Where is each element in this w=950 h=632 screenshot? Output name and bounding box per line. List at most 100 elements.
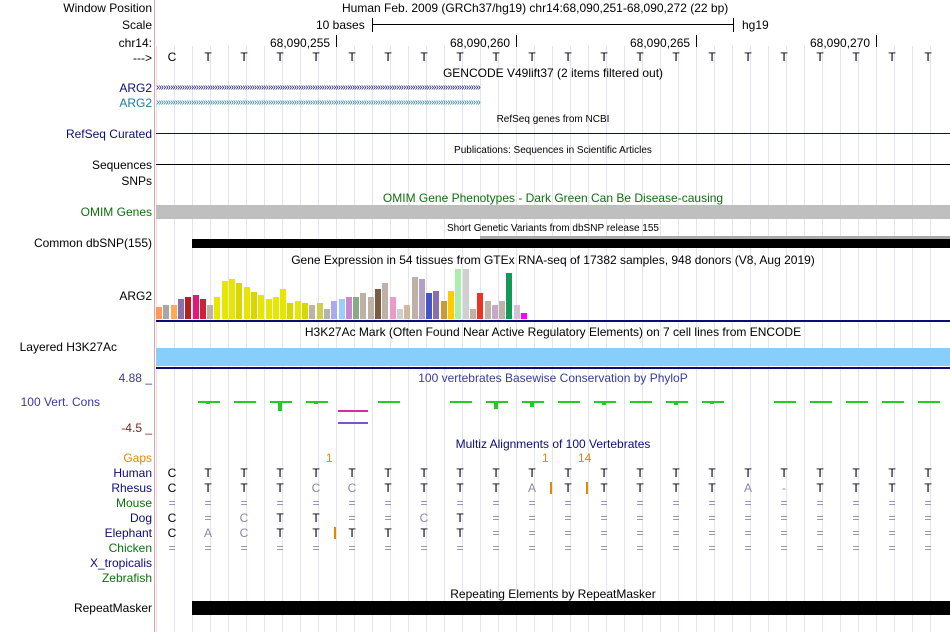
gtex-tissue-bar[interactable] bbox=[309, 305, 316, 319]
reference-base: T bbox=[708, 50, 716, 64]
gtex-tissue-bar[interactable] bbox=[163, 305, 170, 319]
gtex-tissue-bar[interactable] bbox=[192, 295, 199, 319]
gridline bbox=[516, 46, 517, 632]
gtex-tissue-bar[interactable] bbox=[177, 299, 184, 319]
gtex-tissue-bar[interactable] bbox=[250, 292, 257, 319]
alignment-base: T bbox=[708, 466, 716, 480]
gtex-tissue-bar[interactable] bbox=[265, 299, 272, 319]
gtex-tissue-bar[interactable] bbox=[221, 281, 228, 319]
gtex-tissue-bar[interactable] bbox=[491, 305, 498, 319]
gtex-tissue-bar[interactable] bbox=[302, 303, 308, 319]
repeatmasker-track-label[interactable]: RepeatMasker bbox=[73, 601, 152, 615]
gtex-tissue-bar[interactable] bbox=[338, 299, 345, 319]
phylop-conservation-plot[interactable] bbox=[156, 395, 950, 425]
refseq-track-label[interactable]: RefSeq Curated bbox=[65, 127, 152, 141]
gtex-tissue-bar[interactable] bbox=[382, 283, 389, 319]
alignment-base: = bbox=[780, 511, 788, 525]
gtex-tissue-bar[interactable] bbox=[156, 307, 162, 319]
gtex-tissue-bar[interactable] bbox=[316, 303, 323, 319]
gtex-tissue-bar[interactable] bbox=[272, 297, 279, 319]
gencode-transcript-2[interactable]: ››››››››››››››››››››››››››››››››››››››››… bbox=[156, 97, 481, 108]
gtex-tissue-bar[interactable] bbox=[375, 289, 381, 319]
alignment-base: = bbox=[384, 496, 392, 510]
gtex-tissue-bar[interactable] bbox=[280, 289, 287, 319]
gridline bbox=[822, 46, 823, 632]
h3k27ac-signal[interactable] bbox=[156, 348, 950, 366]
gtex-tissue-bar[interactable] bbox=[404, 305, 411, 319]
track-data-area[interactable]: Human Feb. 2009 (GRCh37/hg19) chr14:68,0… bbox=[156, 0, 950, 632]
alignment-base: T bbox=[384, 466, 392, 480]
gridline bbox=[282, 46, 283, 632]
insertion-marker bbox=[334, 527, 336, 539]
dbsnp-track-label[interactable]: Common dbSNP(155) bbox=[33, 236, 152, 250]
gtex-tissue-bar[interactable] bbox=[360, 293, 367, 319]
gtex-tissue-bar[interactable] bbox=[418, 279, 425, 319]
ruler-tick bbox=[876, 35, 877, 47]
refseq-gene-line[interactable] bbox=[156, 133, 950, 134]
gtex-tissue-bar[interactable] bbox=[199, 299, 206, 319]
gridline bbox=[858, 46, 859, 632]
gtex-tissue-bar[interactable] bbox=[484, 301, 491, 319]
alignment-base: T bbox=[816, 466, 824, 480]
gtex-tissue-bar[interactable] bbox=[287, 303, 294, 319]
gtex-tissue-bar[interactable] bbox=[455, 269, 462, 319]
reference-base: T bbox=[204, 50, 212, 64]
gtex-tissue-bar[interactable] bbox=[353, 297, 360, 319]
alignment-base: = bbox=[240, 541, 248, 555]
gtex-tissue-bar[interactable] bbox=[389, 297, 396, 319]
omim-gene-bar[interactable] bbox=[156, 205, 950, 219]
alignment-base: T bbox=[240, 481, 248, 495]
gtex-tissue-bar[interactable] bbox=[440, 301, 447, 319]
gtex-tissue-bar[interactable] bbox=[396, 309, 403, 319]
h3k27ac-track-label[interactable]: Layered H3K27Ac bbox=[19, 340, 117, 354]
gtex-tissue-bar[interactable] bbox=[236, 283, 243, 319]
gtex-tissue-bar[interactable] bbox=[258, 295, 265, 319]
reference-base: T bbox=[384, 50, 392, 64]
species-label-elephant: Elephant bbox=[104, 526, 152, 540]
gtex-tissue-bar[interactable] bbox=[229, 279, 235, 319]
gtex-tissue-bar[interactable] bbox=[433, 291, 440, 319]
gtex-tissue-bar[interactable] bbox=[243, 287, 250, 319]
gridline bbox=[498, 46, 499, 632]
gtex-tissue-bar[interactable] bbox=[214, 297, 221, 319]
gridline bbox=[372, 46, 373, 632]
gtex-tissue-bar[interactable] bbox=[448, 291, 454, 319]
gtex-expression-chart[interactable] bbox=[156, 268, 950, 319]
gencode-item-label-1[interactable]: ARG2 bbox=[119, 81, 152, 95]
sequences-track-label[interactable]: Sequences bbox=[91, 158, 152, 172]
snps-track-label[interactable]: SNPs bbox=[121, 174, 152, 188]
alignment-base: T bbox=[600, 466, 608, 480]
phylop-score-bar bbox=[638, 401, 642, 402]
phylop-score-bar bbox=[566, 401, 570, 403]
gtex-tissue-bar[interactable] bbox=[469, 309, 476, 319]
gtex-tissue-bar[interactable] bbox=[462, 269, 469, 319]
alignment-base: T bbox=[420, 481, 428, 495]
gtex-tissue-bar[interactable] bbox=[506, 273, 513, 319]
dbsnp-variant-bar[interactable] bbox=[192, 239, 950, 248]
omim-track-label[interactable]: OMIM Genes bbox=[80, 205, 152, 219]
gtex-tissue-bar[interactable] bbox=[499, 301, 506, 319]
gtex-tissue-bar[interactable] bbox=[207, 305, 214, 319]
gtex-tissue-bar[interactable] bbox=[367, 297, 374, 319]
gtex-tissue-bar[interactable] bbox=[294, 301, 301, 319]
alignment-base: = bbox=[636, 496, 644, 510]
gencode-transcript-1[interactable]: ››››››››››››››››››››››››››››››››››››››››… bbox=[156, 82, 481, 93]
repeatmasker-element-bar[interactable] bbox=[192, 601, 950, 615]
gtex-track-label[interactable]: ARG2 bbox=[119, 289, 152, 303]
gtex-tissue-bar[interactable] bbox=[331, 301, 338, 319]
gtex-tissue-bar[interactable] bbox=[185, 297, 192, 319]
gtex-tissue-bar[interactable] bbox=[513, 305, 520, 319]
gtex-tissue-bar[interactable] bbox=[521, 313, 527, 319]
gtex-tissue-bar[interactable] bbox=[323, 309, 330, 319]
phylop-track-label[interactable]: 100 Vert. Cons bbox=[20, 395, 100, 409]
gtex-tissue-bar[interactable] bbox=[477, 293, 484, 319]
sequences-line[interactable] bbox=[156, 164, 950, 165]
gtex-tissue-bar[interactable] bbox=[426, 293, 433, 319]
dbsnp-gray-bar[interactable] bbox=[480, 236, 950, 240]
gtex-tissue-bar[interactable] bbox=[345, 297, 352, 319]
gencode-item-label-2[interactable]: ARG2 bbox=[119, 96, 152, 110]
gtex-tissue-bar[interactable] bbox=[411, 277, 418, 319]
gtex-tissue-bar[interactable] bbox=[170, 305, 177, 319]
gridline bbox=[642, 46, 643, 632]
